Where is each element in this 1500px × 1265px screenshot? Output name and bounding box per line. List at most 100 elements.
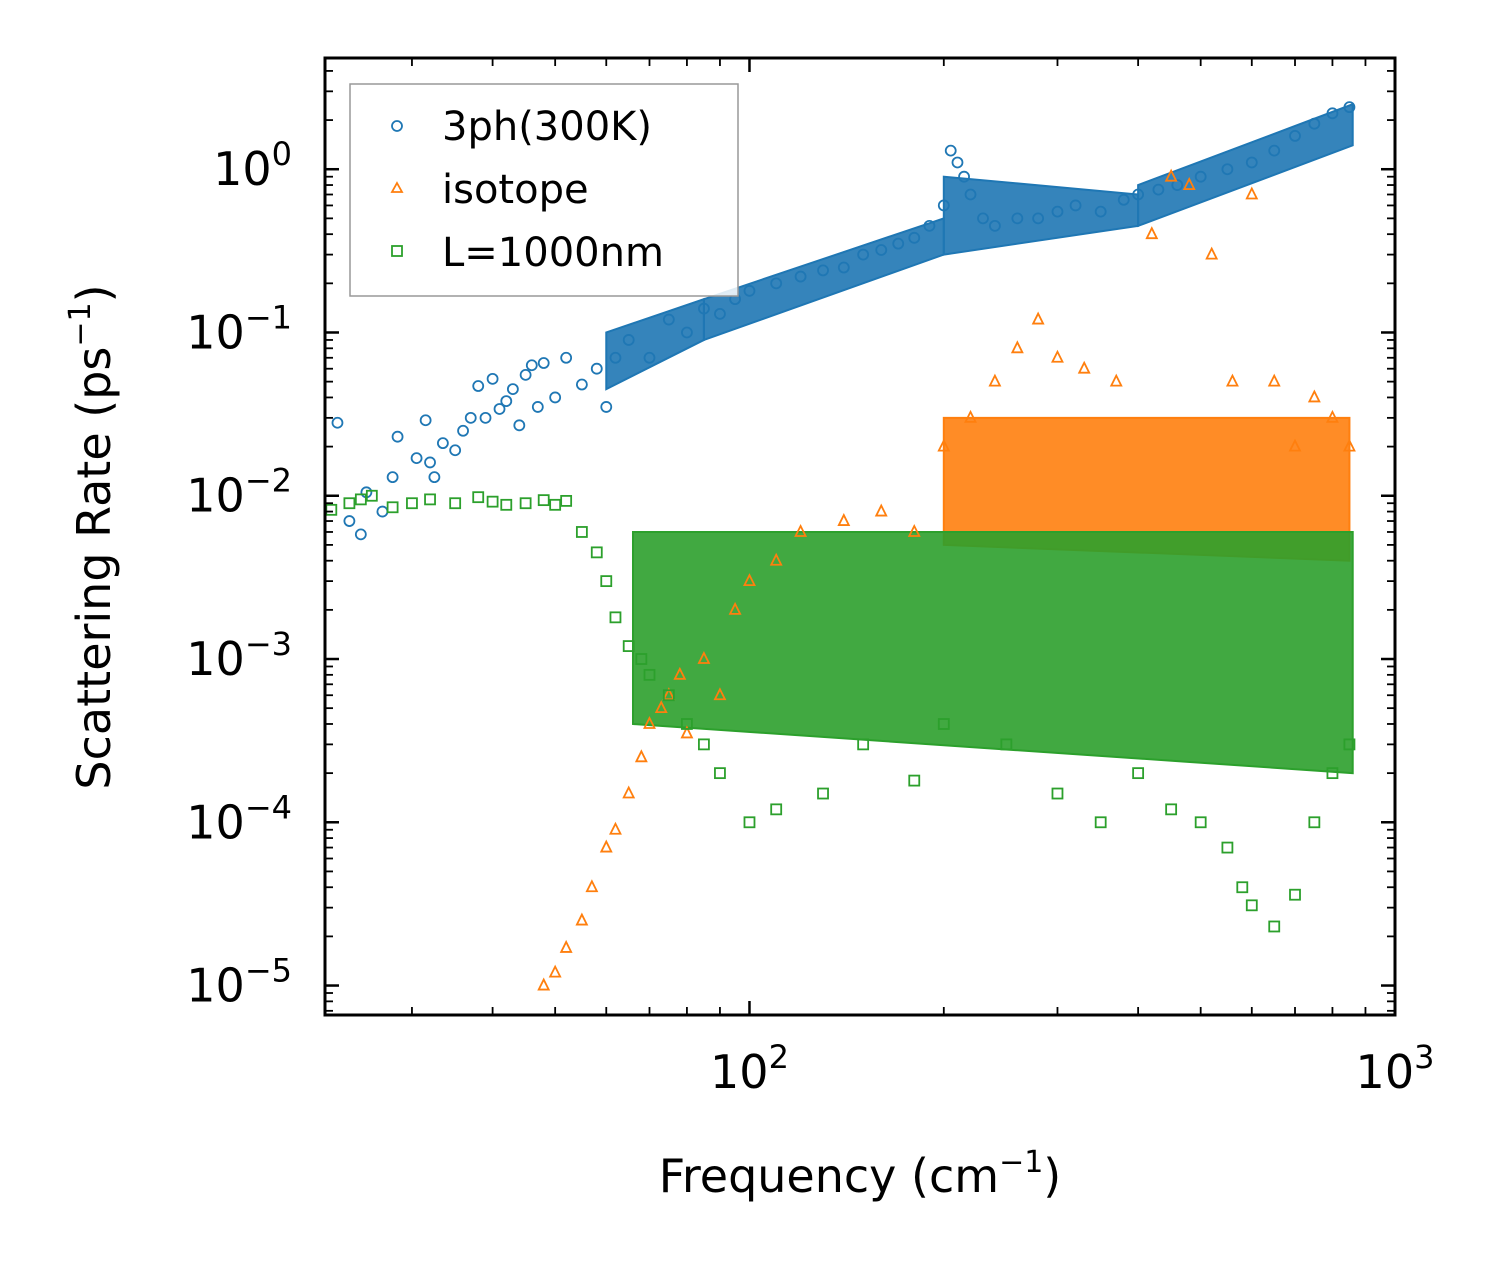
point-0-40: [770, 277, 783, 290]
point-2-30: [908, 774, 921, 787]
point-0-62: [1132, 188, 1145, 201]
x-tick-label-0: 102: [710, 1038, 789, 1099]
x-axis-title: Frequency (cm−1): [659, 1145, 1062, 1203]
point-1-16: [728, 601, 742, 615]
point-2-7: [449, 497, 462, 510]
point-0-48: [923, 219, 936, 232]
point-0-56: [1011, 212, 1024, 225]
point-0-2: [354, 528, 367, 541]
y-tick-label-exp-3: −3: [245, 625, 292, 663]
point-0-49: [937, 199, 950, 212]
point-1-3: [575, 912, 589, 926]
point-0-66: [1221, 163, 1234, 176]
point-0-50: [944, 144, 957, 157]
point-1-4: [585, 879, 599, 893]
point-2-10: [500, 498, 513, 511]
y-tick-label-2: 10−2: [186, 462, 292, 523]
point-0-26: [549, 391, 562, 404]
data-points: [325, 101, 1356, 991]
x-tick-label-1: 103: [1356, 1038, 1435, 1099]
point-0-63: [1152, 183, 1165, 196]
point-1-18: [769, 552, 783, 566]
point-0-59: [1069, 199, 1082, 212]
point-0-25: [537, 357, 550, 369]
y-tick-label-4: 10−4: [186, 788, 292, 849]
point-0-15: [472, 380, 485, 392]
point-0-8: [419, 414, 432, 427]
y-axis-title-text: Scattering Rate (ps: [67, 347, 121, 790]
point-1-40: [1325, 409, 1339, 423]
y-axis-title: Scattering Rate (ps−1): [63, 284, 121, 789]
y-tick-label-exp-1: −1: [245, 298, 292, 336]
point-2-34: [1094, 816, 1107, 829]
point-0-68: [1268, 144, 1281, 157]
point-0-14: [464, 411, 477, 424]
point-0-19: [500, 395, 513, 407]
point-0-36: [698, 302, 710, 315]
point-1-8: [634, 749, 648, 763]
x-tick-label-base-0: 10: [710, 1045, 769, 1099]
point-0-52: [958, 170, 970, 183]
point-2-8: [472, 491, 485, 504]
point-0-23: [525, 359, 538, 372]
point-2-18: [609, 611, 622, 624]
point-1-1: [548, 964, 562, 978]
point-0-53: [964, 188, 977, 201]
point-2-20: [635, 653, 648, 665]
point-0-65: [1194, 170, 1207, 183]
point-1-27: [1031, 311, 1045, 325]
point-0-9: [424, 456, 436, 469]
y-tick-label-exp-2: −2: [245, 462, 292, 500]
point-1-7: [622, 785, 636, 799]
point-2-37: [1194, 816, 1207, 829]
point-2-32: [1000, 738, 1013, 751]
point-2-43: [1308, 816, 1321, 829]
y-tick-label-exp-5: −5: [245, 952, 292, 990]
point-1-15: [713, 687, 727, 701]
point-2-27: [770, 803, 783, 816]
point-0-64: [1171, 179, 1184, 191]
x-axis-title-text: Frequency (cm: [659, 1149, 999, 1203]
point-0-69: [1289, 129, 1301, 142]
point-1-13: [680, 725, 694, 739]
point-2-9: [486, 495, 499, 508]
point-1-34: [1205, 246, 1219, 260]
point-0-33: [643, 351, 656, 364]
point-1-21: [874, 503, 888, 517]
point-1-41: [1342, 438, 1356, 452]
y-tick-label-exp-4: −4: [245, 788, 292, 826]
point-1-24: [964, 409, 977, 423]
point-2-2: [354, 493, 367, 506]
point-0-57: [1032, 212, 1045, 225]
legend-label-length: L=1000nm: [442, 230, 664, 276]
dense-bands: [605, 102, 1354, 775]
point-0-1: [343, 515, 356, 527]
point-2-33: [1051, 787, 1064, 800]
point-0-47: [908, 231, 921, 244]
point-1-0: [537, 977, 551, 991]
y-tick-label-3: 10−3: [186, 625, 292, 686]
point-2-38: [1221, 841, 1234, 854]
point-0-45: [875, 244, 888, 256]
point-1-5: [599, 839, 613, 853]
point-0-6: [391, 430, 404, 443]
point-1-23: [937, 438, 951, 452]
point-0-13: [457, 424, 469, 437]
point-2-5: [406, 497, 418, 510]
point-2-41: [1268, 920, 1281, 933]
point-2-44: [1326, 767, 1339, 780]
point-0-29: [590, 362, 603, 375]
point-1-14: [697, 650, 711, 664]
point-0-44: [857, 248, 870, 261]
point-0-43: [837, 261, 850, 274]
point-1-19: [794, 523, 808, 537]
point-2-39: [1236, 881, 1249, 894]
x-tick-label-exp-1: 3: [1414, 1038, 1434, 1076]
point-2-21: [643, 668, 656, 681]
point-2-12: [537, 494, 550, 507]
point-1-30: [1109, 373, 1123, 387]
point-1-38: [1288, 438, 1302, 452]
point-1-36: [1245, 186, 1259, 200]
point-0-41: [794, 270, 807, 283]
